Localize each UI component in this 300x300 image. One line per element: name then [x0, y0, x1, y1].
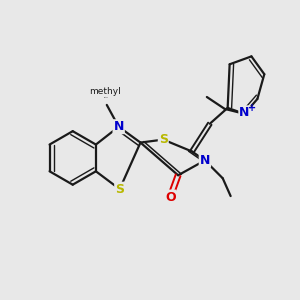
Text: N: N	[239, 106, 250, 119]
Text: N: N	[113, 120, 124, 133]
Text: methyl: methyl	[89, 87, 121, 96]
Text: +: +	[248, 103, 256, 113]
Text: N: N	[200, 154, 210, 167]
Text: S: S	[159, 133, 168, 146]
Text: S: S	[115, 183, 124, 196]
Text: O: O	[165, 190, 175, 204]
Text: methyl: methyl	[104, 97, 109, 98]
